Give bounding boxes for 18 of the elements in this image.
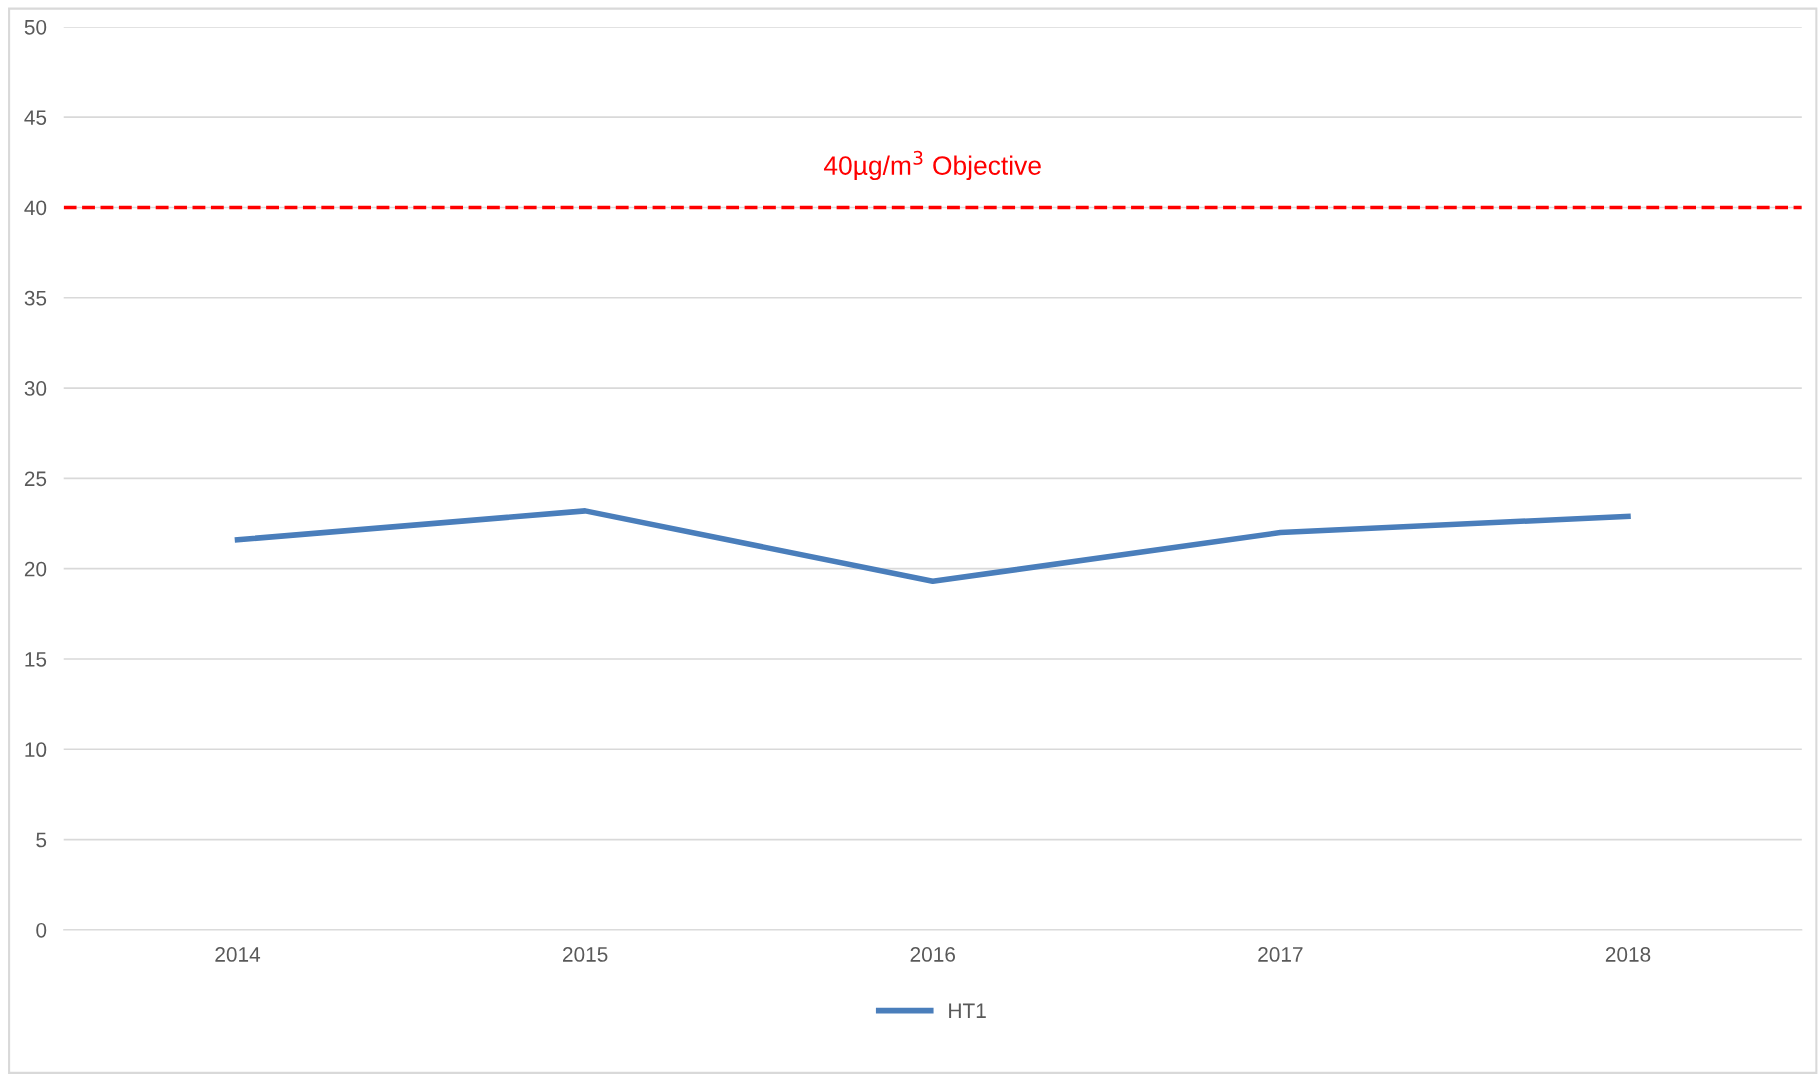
y-tick-label: 5 — [36, 832, 47, 848]
y-tick-label: 30 — [24, 381, 47, 396]
y-tick-label: 50 — [24, 19, 47, 35]
legend-label: HT1 — [949, 1003, 986, 1018]
ref-line-label: 40µg/m$^{3}$ Objective — [823, 150, 1041, 181]
y-tick-label: 0 — [36, 922, 47, 938]
x-tick-label: 2016 — [910, 947, 956, 962]
x-tick-label: 2014 — [215, 947, 261, 962]
y-tick-label: 35 — [24, 290, 47, 306]
x-tick-label: 2015 — [563, 947, 608, 962]
y-tick-label: 45 — [24, 110, 47, 125]
y-tick-label: 40 — [24, 200, 47, 216]
x-tick-label: 2018 — [1605, 947, 1651, 962]
x-tick-label: 2017 — [1258, 947, 1303, 962]
y-tick-label: 20 — [24, 561, 47, 577]
y-tick-label: 10 — [25, 742, 47, 758]
y-tick-label: 15 — [25, 652, 47, 667]
y-tick-label: 25 — [24, 471, 47, 487]
